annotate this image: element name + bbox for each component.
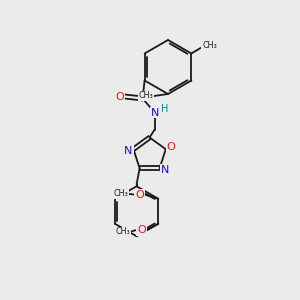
Text: CH₃: CH₃ (116, 227, 131, 236)
Text: O: O (137, 225, 146, 235)
Text: N: N (150, 107, 159, 118)
Text: O: O (167, 142, 175, 152)
Text: CH₃: CH₃ (202, 41, 217, 50)
Text: N: N (160, 165, 169, 175)
Text: H: H (161, 104, 168, 115)
Text: N: N (124, 146, 133, 156)
Text: CH₃: CH₃ (114, 189, 129, 198)
Text: O: O (135, 190, 144, 200)
Text: CH₃: CH₃ (139, 92, 153, 100)
Text: O: O (115, 92, 124, 101)
